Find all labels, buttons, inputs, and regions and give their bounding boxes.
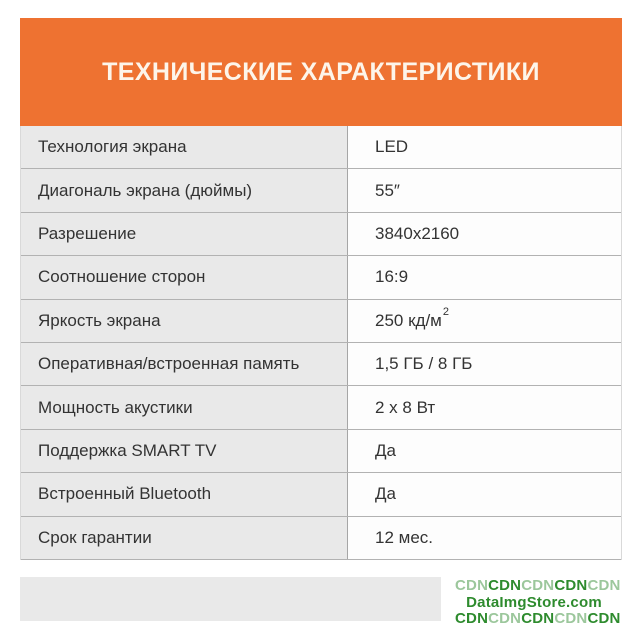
spec-value-text: LED bbox=[375, 137, 409, 157]
table-row: Технология экрана LED bbox=[21, 126, 621, 170]
spec-label: Соотношение сторон bbox=[21, 256, 348, 299]
spec-label: Срок гарантии bbox=[21, 516, 348, 559]
watermark: CDNCDNCDNCDNCDN DataImgStore.com CDNCDNC… bbox=[455, 577, 620, 628]
spec-value: Да bbox=[348, 429, 621, 473]
footer-strip bbox=[20, 577, 441, 621]
table-row: Встроенный Bluetooth Да bbox=[21, 473, 621, 517]
watermark-cdn: CDN bbox=[455, 577, 489, 594]
watermark-cdn: CDN bbox=[554, 610, 588, 627]
page-title: ТЕХНИЧЕСКИЕ ХАРАКТЕРИСТИКИ bbox=[102, 57, 540, 86]
spec-value-text: 55″ bbox=[375, 180, 400, 200]
spec-value: 3840x2160 bbox=[348, 212, 621, 256]
spec-label: Диагональ экрана (дюймы) bbox=[21, 169, 348, 212]
watermark-line-top: CDNCDNCDNCDNCDN bbox=[455, 577, 620, 595]
spec-value: LED bbox=[348, 126, 621, 169]
spec-table: Технология экрана LED Диагональ экрана (… bbox=[20, 126, 622, 560]
spec-value-text: 12 мес. bbox=[375, 527, 433, 547]
spec-label: Встроенный Bluetooth bbox=[21, 473, 348, 516]
spec-value-text: Да bbox=[375, 440, 396, 460]
spec-value-text: 2 x 8 Вт bbox=[375, 397, 436, 417]
spec-value: 55″ bbox=[348, 169, 621, 212]
watermark-cdn: CDN bbox=[455, 610, 489, 627]
spec-label: Оперативная/встроенная память bbox=[21, 342, 348, 386]
table-row: Оперативная/встроенная память 1,5 ГБ / 8… bbox=[21, 342, 621, 387]
watermark-cdn: CDN bbox=[521, 577, 555, 594]
spec-value: 12 мес. bbox=[348, 516, 621, 559]
spec-value-text: 250 кд/м bbox=[375, 310, 442, 330]
spec-value: Да bbox=[348, 473, 621, 516]
spec-label: Разрешение bbox=[21, 212, 348, 256]
watermark-cdn: CDN bbox=[488, 577, 522, 594]
watermark-cdn: CDN bbox=[554, 577, 588, 594]
watermark-cdn: CDN bbox=[587, 577, 621, 594]
table-row: Яркость экрана 250 кд/м 2 bbox=[21, 299, 621, 343]
spec-value-text: 1,5 ГБ / 8 ГБ bbox=[375, 354, 473, 374]
watermark-cdn: CDN bbox=[521, 610, 555, 627]
spec-label: Яркость экрана bbox=[21, 299, 348, 342]
watermark-domain: DataImgStore.com bbox=[466, 593, 602, 611]
table-row: Срок гарантии 12 мес. bbox=[21, 516, 621, 560]
spec-value: 16:9 bbox=[348, 256, 621, 299]
table-row: Мощность акустики 2 x 8 Вт bbox=[21, 386, 621, 430]
spec-value: 1,5 ГБ / 8 ГБ bbox=[348, 342, 621, 386]
spec-value-text: 3840x2160 bbox=[375, 223, 460, 243]
spec-value-text: 16:9 bbox=[375, 267, 409, 287]
table-row: Диагональ экрана (дюймы) 55″ bbox=[21, 169, 621, 213]
watermark-cdn: CDN bbox=[488, 610, 522, 627]
spec-value: 250 кд/м 2 bbox=[348, 299, 621, 342]
table-row: Соотношение сторон 16:9 bbox=[21, 256, 621, 300]
table-row: Разрешение 3840x2160 bbox=[21, 212, 621, 257]
spec-label: Технология экрана bbox=[21, 126, 348, 169]
spec-value-text: Да bbox=[375, 484, 396, 504]
table-row: Поддержка SMART TV Да bbox=[21, 429, 621, 474]
watermark-line-bottom: CDNCDNCDNCDNCDN bbox=[455, 610, 620, 628]
spec-header-banner: ТЕХНИЧЕСКИЕ ХАРАКТЕРИСТИКИ bbox=[20, 18, 622, 126]
spec-value: 2 x 8 Вт bbox=[348, 386, 621, 429]
spec-label: Поддержка SMART TV bbox=[21, 429, 348, 473]
watermark-cdn: CDN bbox=[587, 610, 621, 627]
spec-label: Мощность акустики bbox=[21, 386, 348, 429]
